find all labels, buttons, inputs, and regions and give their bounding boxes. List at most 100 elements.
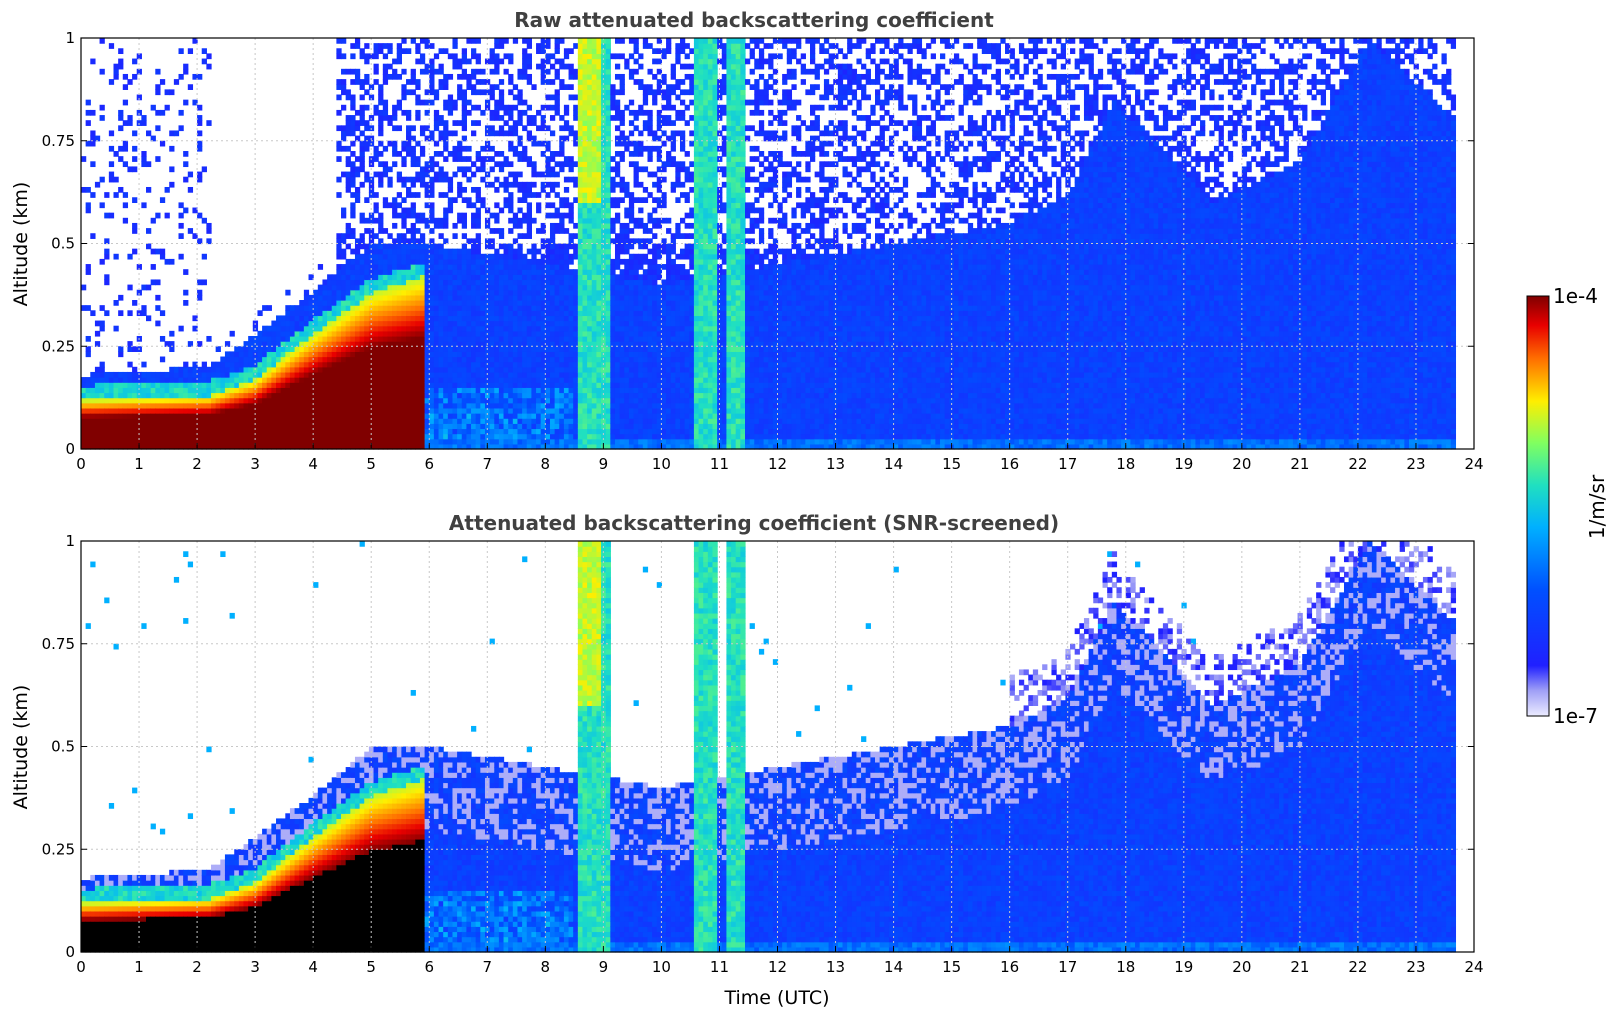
raw-heatmap-cell [257,433,263,440]
raw-heatmap-cell [350,79,356,85]
raw-heatmap-cell [522,63,528,70]
raw-heatmap-cell [545,300,551,306]
raw-heatmap-cell [587,366,593,373]
raw-heatmap-cell [447,99,454,106]
raw-heatmap-cell [415,269,421,275]
raw-heatmap-cell [354,300,361,306]
raw-heatmap-cell [480,341,486,347]
raw-heatmap-cell [517,438,523,445]
raw-heatmap-cell [429,377,435,383]
raw-heatmap-cell [201,217,207,224]
raw-heatmap-cell [234,377,240,383]
raw-heatmap-cell [392,438,398,445]
raw-heatmap-cell [577,284,584,291]
raw-heatmap-cell [350,274,356,281]
raw-heatmap-cell [457,433,463,440]
raw-heatmap-cell [141,151,147,157]
raw-heatmap-cell [382,407,389,414]
raw-heatmap-cell [322,305,328,311]
raw-heatmap-cell [406,413,412,419]
raw-heatmap-cell [373,217,379,224]
raw-heatmap-cell [512,392,519,399]
raw-heatmap-cell [559,243,565,250]
raw-heatmap-cell [382,387,389,394]
raw-heatmap-cell [132,366,138,373]
raw-heatmap-cell [396,233,402,239]
raw-heatmap-cell [317,433,324,440]
raw-heatmap-cell [605,264,611,270]
raw-heatmap-cell [150,248,156,255]
raw-heatmap-cell [341,407,347,414]
raw-heatmap-cell [512,341,519,347]
raw-heatmap-cell [410,274,416,281]
raw-heatmap-cell [540,335,546,342]
raw-heatmap-cell [368,258,375,265]
raw-heatmap-cell [345,181,351,188]
raw-heatmap-cell [475,284,481,291]
raw-heatmap-cell [522,351,528,358]
raw-heatmap-cell [526,300,532,306]
raw-heatmap-cell [531,161,537,168]
raw-heatmap-cell [438,171,444,178]
raw-heatmap-cell [498,89,505,96]
raw-heatmap-cell [596,310,602,317]
raw-heatmap-cell [480,253,486,260]
raw-heatmap-cell [276,387,282,394]
raw-heatmap-cell [563,289,570,296]
raw-heatmap-cell [582,279,588,286]
raw-heatmap-cell [540,79,546,85]
raw-heatmap-cell [327,305,333,311]
raw-heatmap-cell [596,38,602,44]
raw-heatmap-cell [480,315,486,322]
raw-heatmap-cell [508,228,514,234]
raw-heatmap-cell [424,109,430,116]
raw-heatmap-cell [345,377,351,383]
raw-heatmap-cell [243,418,249,424]
raw-heatmap-cell [489,166,495,173]
raw-heatmap-cell [382,284,389,291]
raw-heatmap-cell [443,289,449,296]
raw-heatmap-cell [498,279,505,286]
raw-heatmap-cell [350,305,356,311]
raw-heatmap-cell [415,325,421,332]
raw-heatmap-cell [494,63,500,70]
raw-heatmap-cell [512,325,519,332]
raw-heatmap-cell [591,294,598,301]
raw-heatmap-cell [424,258,430,265]
raw-heatmap-cell [308,392,314,399]
raw-heatmap-cell [582,207,588,214]
raw-heatmap-cell [173,387,180,394]
raw-heatmap-cell [308,428,314,435]
raw-heatmap-cell [169,418,175,424]
raw-heatmap-cell [122,438,129,445]
raw-heatmap-cell [457,120,463,126]
raw-heatmap-cell [146,371,152,378]
raw-heatmap-cell [341,341,347,347]
raw-heatmap-cell [354,341,361,347]
raw-heatmap-cell [201,402,207,409]
raw-heatmap-cell [396,433,402,440]
raw-heatmap-cell [378,392,384,399]
raw-heatmap-cell [443,176,449,183]
raw-heatmap-cell [229,330,235,337]
raw-heatmap-cell [596,413,602,419]
raw-heatmap-cell [601,428,607,435]
raw-heatmap-cell [387,310,393,317]
raw-heatmap-cell [461,222,467,229]
raw-heatmap-cell [443,294,449,301]
raw-heatmap-cell [211,407,217,414]
raw-heatmap-cell [554,310,560,317]
raw-heatmap-cell [559,140,565,147]
raw-heatmap-cell [582,186,588,193]
raw-heatmap-cell [118,407,124,414]
raw-heatmap-cell [359,48,365,55]
raw-heatmap-cell [220,387,226,394]
raw-heatmap-cell [512,289,519,296]
raw-heatmap-cell [457,253,463,260]
raw-heatmap-cell [104,310,110,317]
raw-heatmap-cell [392,341,398,347]
raw-heatmap-cell [540,382,546,388]
raw-heatmap-cell [512,294,519,301]
raw-heatmap-cell [471,38,477,44]
raw-heatmap-cell [605,48,611,55]
